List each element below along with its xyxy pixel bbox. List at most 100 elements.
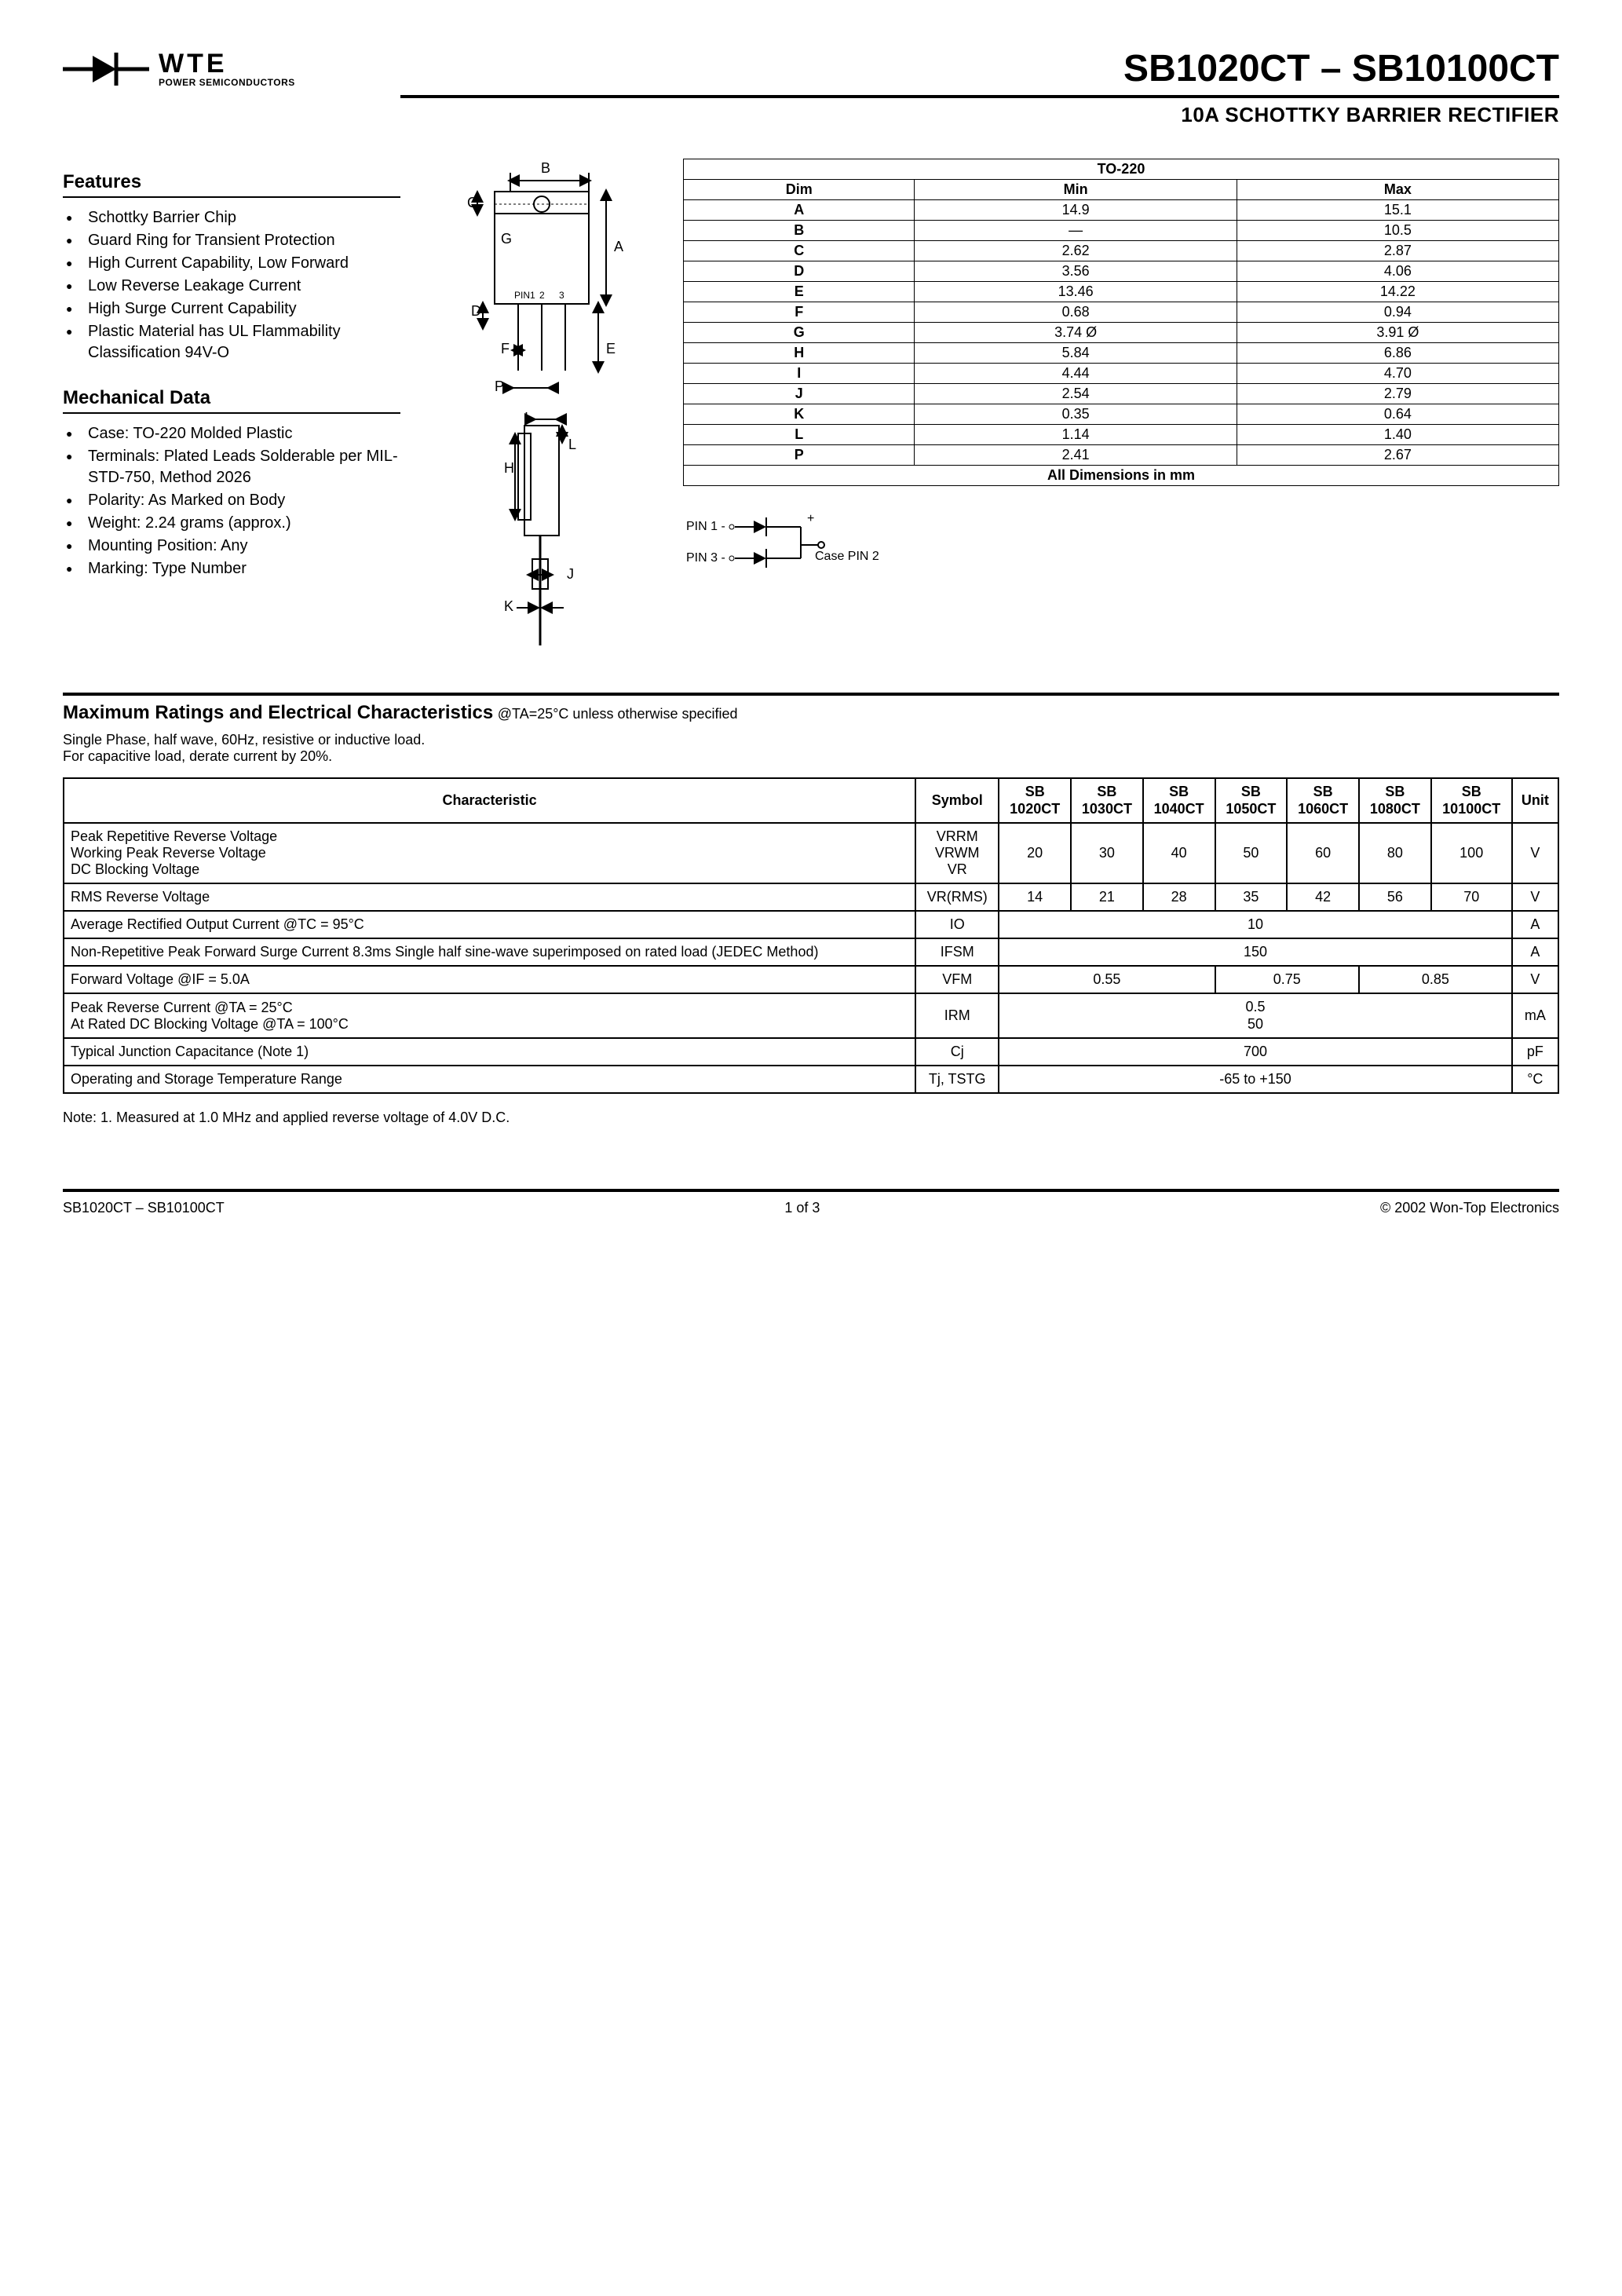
mechanical-item: Polarity: As Marked on Body — [63, 490, 400, 511]
ratings-rule — [63, 693, 1559, 696]
dim-cell: 5.84 — [915, 343, 1237, 364]
ratings-header: SB1020CT — [999, 778, 1071, 823]
brand-sub: POWER SEMICONDUCTORS — [159, 77, 295, 88]
features-heading: Features — [63, 171, 400, 198]
ratings-unit: A — [1512, 938, 1558, 966]
ratings-char: Operating and Storage Temperature Range — [64, 1066, 915, 1093]
ratings-unit: °C — [1512, 1066, 1558, 1093]
feature-item: High Current Capability, Low Forward — [63, 253, 400, 274]
dim-cell: J — [684, 384, 915, 404]
ratings-table: CharacteristicSymbolSB1020CTSB1030CTSB10… — [63, 777, 1559, 1094]
ratings-symbol: VR(RMS) — [915, 883, 999, 911]
dim-cell: 4.44 — [915, 364, 1237, 384]
ratings-value: 60 — [1287, 823, 1359, 883]
ratings-header: SB1060CT — [1287, 778, 1359, 823]
ratings-symbol: IFSM — [915, 938, 999, 966]
dim-cell: 4.06 — [1237, 261, 1558, 282]
dim-cell: 10.5 — [1237, 221, 1558, 241]
mechanical-item: Case: TO-220 Molded Plastic — [63, 423, 400, 444]
dim-cell: 3.91 Ø — [1237, 323, 1558, 343]
dim-cell: 15.1 — [1237, 200, 1558, 221]
dim-cell: 2.41 — [915, 445, 1237, 466]
ratings-unit: mA — [1512, 993, 1558, 1038]
dim-header: Dim — [684, 180, 915, 200]
ratings-char: Non-Repetitive Peak Forward Surge Curren… — [64, 938, 915, 966]
logo-block: WTE POWER SEMICONDUCTORS — [63, 48, 295, 90]
dim-cell: — — [915, 221, 1237, 241]
dim-cell: 1.14 — [915, 425, 1237, 445]
brand-text-block: WTE POWER SEMICONDUCTORS — [159, 50, 295, 88]
ratings-value: -65 to +150 — [999, 1066, 1511, 1093]
dim-cell: D — [684, 261, 915, 282]
dim-cell: 2.67 — [1237, 445, 1558, 466]
dim-cell: G — [684, 323, 915, 343]
svg-text:J: J — [567, 566, 574, 582]
ratings-header: SB10100CT — [1431, 778, 1512, 823]
svg-text:H: H — [504, 460, 514, 476]
feature-item: Guard Ring for Transient Protection — [63, 230, 400, 251]
svg-text:K: K — [504, 598, 513, 614]
feature-item: Plastic Material has UL Flammability Cla… — [63, 321, 400, 364]
ratings-value: 80 — [1359, 823, 1431, 883]
dim-table-title: TO-220 — [684, 159, 1559, 180]
page-title: SB1020CT – SB10100CT — [1123, 47, 1559, 90]
ratings-value: 28 — [1143, 883, 1215, 911]
svg-text:B: B — [541, 160, 550, 176]
feature-item: Low Reverse Leakage Current — [63, 276, 400, 297]
dim-cell: 0.94 — [1237, 302, 1558, 323]
ratings-value: 150 — [999, 938, 1511, 966]
page-footer: SB1020CT – SB10100CT 1 of 3 © 2002 Won-T… — [63, 1192, 1559, 1216]
dim-cell: 3.74 Ø — [915, 323, 1237, 343]
ratings-char: Average Rectified Output Current @TC = 9… — [64, 911, 915, 938]
svg-text:C: C — [467, 195, 477, 210]
svg-text:2: 2 — [539, 290, 545, 301]
feature-item: High Surge Current Capability — [63, 298, 400, 320]
ratings-header: SB1050CT — [1215, 778, 1288, 823]
ratings-value: 20 — [999, 823, 1071, 883]
ratings-symbol: Tj, TSTG — [915, 1066, 999, 1093]
footer-mid: 1 of 3 — [784, 1200, 820, 1216]
dim-cell: C — [684, 241, 915, 261]
diode-icon — [63, 48, 149, 90]
dim-cell: 14.22 — [1237, 282, 1558, 302]
ratings-char: Peak Reverse Current @TA = 25°C At Rated… — [64, 993, 915, 1038]
ratings-notes: Single Phase, half wave, 60Hz, resistive… — [63, 732, 1559, 765]
svg-text:3: 3 — [559, 290, 564, 301]
mechanical-item: Marking: Type Number — [63, 558, 400, 579]
pinout-diagram: PIN 1 - + PIN 3 - Case PIN 2 — [683, 510, 1559, 584]
mechanical-item: Mounting Position: Any — [63, 536, 400, 557]
dim-header: Max — [1237, 180, 1558, 200]
svg-text:PIN 1 -: PIN 1 - — [686, 520, 725, 533]
ratings-footnote: Note: 1. Measured at 1.0 MHz and applied… — [63, 1110, 1559, 1126]
dim-cell: 4.70 — [1237, 364, 1558, 384]
ratings-value: 10 — [999, 911, 1511, 938]
dim-cell: 2.87 — [1237, 241, 1558, 261]
ratings-value: 42 — [1287, 883, 1359, 911]
ratings-symbol: IO — [915, 911, 999, 938]
ratings-symbol: Cj — [915, 1038, 999, 1066]
dim-cell: I — [684, 364, 915, 384]
dim-cell: B — [684, 221, 915, 241]
ratings-char: Peak Repetitive Reverse Voltage Working … — [64, 823, 915, 883]
package-diagram: B C G A PIN1 2 3 D F — [432, 159, 652, 661]
svg-text:P: P — [495, 378, 504, 394]
ratings-header: Characteristic — [64, 778, 915, 823]
ratings-value: 0.85 — [1359, 966, 1512, 993]
ratings-header: SB1080CT — [1359, 778, 1431, 823]
ratings-value: 21 — [1071, 883, 1143, 911]
ratings-value: 35 — [1215, 883, 1288, 911]
dim-cell: K — [684, 404, 915, 425]
footer-left: SB1020CT – SB10100CT — [63, 1200, 225, 1216]
svg-text:E: E — [606, 341, 616, 356]
features-list: Schottky Barrier ChipGuard Ring for Tran… — [63, 207, 400, 364]
svg-text:+: + — [807, 512, 814, 525]
brand-name: WTE — [159, 50, 295, 77]
ratings-value: 14 — [999, 883, 1071, 911]
ratings-heading: Maximum Ratings and Electrical Character… — [63, 702, 493, 723]
ratings-value: 40 — [1143, 823, 1215, 883]
ratings-symbol: VFM — [915, 966, 999, 993]
ratings-symbol: IRM — [915, 993, 999, 1038]
mechanical-item: Terminals: Plated Leads Solderable per M… — [63, 446, 400, 488]
ratings-value: 50 — [1215, 823, 1288, 883]
page-subtitle: 10A SCHOTTKY BARRIER RECTIFIER — [63, 103, 1559, 127]
